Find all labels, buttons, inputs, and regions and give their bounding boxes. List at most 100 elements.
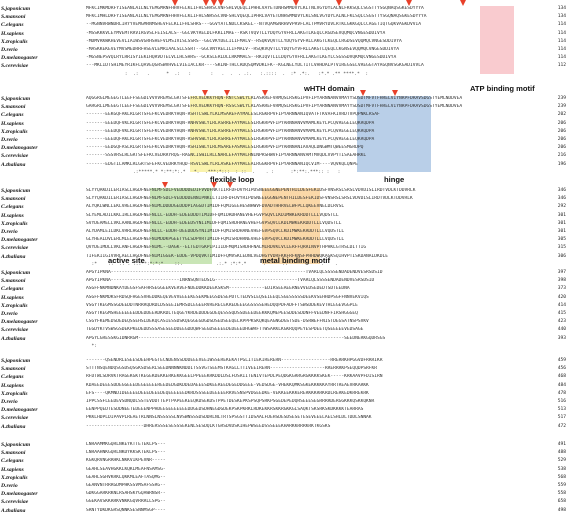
sequence-text: -------EEKGQFAKLRLGRTSFEFKCVEDRKYHQN-RSH…: [86, 112, 380, 118]
alignment-row: A.thaliana TIFEKIIGIVVRLAELLHGDFNEFNIMIGG…: [0, 254, 567, 260]
alignment-row: X.tropicalis -------EEEDQFVKLRLGRTSFEFKCV…: [0, 129, 567, 135]
alignment-row: A.thaliana -------EDGTILAMKLRLGRTSFEFKCVE…: [0, 162, 567, 168]
species-name: D.melanogaster: [1, 237, 38, 244]
species-name: C.elegans: [1, 22, 24, 29]
residue-count: 306: [557, 253, 566, 259]
species-name: D.rerio: [1, 311, 18, 317]
conserved-residue-marker-icon: [360, 90, 366, 96]
residue-count: 301: [557, 229, 566, 234]
residue-count: 517: [557, 415, 566, 421]
alignment-row: S.japonicum SLYYQAKDILERIASLLHGDFNEFNLMFS…: [0, 188, 567, 194]
conserved-residue-marker-icon: [392, 90, 398, 96]
alignment-row: X.tropicalis SVYDEAMELLVKLAANLHGDFNEFNLLL…: [0, 221, 567, 227]
alignment-row: X.tropicalis -MDMVRKWKHEVEVLIAIWSVGRHSHEF…: [0, 39, 567, 45]
sequence-text: GGEKAVSKKRRKVNKKGQVRRRLLSPG--: [86, 499, 166, 505]
sequence-text: -MDMVRKWKHEVEVLIAIWSVGRHSHEFVLMSIVISLSSR…: [86, 38, 402, 44]
residue-count: 239: [557, 104, 566, 110]
alignment-row: D.rerio -------EEEDQFAKLRLGRTSFEFKCVEDRKY…: [0, 137, 567, 143]
residue-count: 206: [557, 145, 566, 151]
species-name: S.cerevisiae: [1, 153, 29, 160]
species-name: D.melanogaster: [1, 491, 38, 498]
residue-count: 468: [557, 374, 566, 380]
residue-count: 488: [557, 450, 566, 456]
sequence-text: AQGGRGLMEGEGTLEEFFSEGDIVVVVREMSLGRTSFEFR…: [86, 96, 463, 101]
alignment-row: A.thaliana APGYLGRESSKGIDNRRGM-----------…: [0, 336, 567, 342]
alignment-row: C.elegans ASGFFNKMNDNKAYDEGSFSAFHRSEGGEEK…: [0, 286, 567, 292]
residue-count: 301: [557, 220, 566, 226]
sequence-text: IPPCSSFLEEDEVSDNQDLSSTEVDDTTEPTPAPEEKEEQ…: [86, 399, 375, 404]
sequence-text: GEAHLSEAVHGKKLKQKLMEAFNSAMSG-: [86, 466, 166, 472]
sequence-text: ALYDAMLEILDKLVRRLHGDFNEFNLLL-EDDH-DEEDDD…: [86, 229, 345, 234]
species-name: D.rerio: [1, 399, 18, 405]
species-name: S.mansoni: [1, 14, 26, 21]
species-name: S.cerevisiae: [1, 63, 29, 70]
alignment-row: S.mansoni MFKCIMHLDRFYISEANLAILNLYEMGMRNF…: [0, 14, 567, 20]
species-name: S.cerevisiae: [1, 327, 29, 334]
species-name: S.cerevisiae: [1, 245, 29, 252]
alignment-row: D.rerio ALYDAMLEILDKLVRRLHGDFNEFNLLL-EDDH…: [0, 229, 567, 235]
residue-count: 568: [557, 474, 566, 480]
sequence-text: ALYQKLWNLLEKLVRELHGDFNEFNIMLDDDDGEDDDPIA…: [86, 204, 345, 210]
residue-count: 558: [557, 491, 566, 497]
residue-count: 415: [557, 311, 566, 316]
sequence-text: -------SSSVRSLRLGRTSFEFKCVEDRRYRQG-RAGNC…: [86, 153, 367, 159]
alignment-row: D.melanogaster CSGYFKEMEDSDEDEQSSEHSLDEKQ…: [0, 319, 567, 325]
alignment-row: S.cerevisiae GGEKAVSKKRRKVNKKGQVRRRLLSPG-…: [0, 499, 567, 505]
alignment-row: D.melanogaster GLYHEALDVLERLMLELHGDFNEFNI…: [0, 237, 567, 243]
residue-count: 456: [557, 366, 566, 372]
sequence-text: ---MKLIDTSHIMEYRIKFLQAVEQGRSWVHVELVIEIAC…: [86, 63, 424, 69]
alignment-row: H.sapiens KDAEEDEEESDDEGGEEEDEGEEEEEREEDE…: [0, 383, 567, 389]
alignment-row: S.cerevisiae ---MKLIDTSHIMEYRIKFLQAVEQGRS…: [0, 63, 567, 69]
conserved-residue-marker-icon: [211, 182, 217, 188]
residue-count: 414: [557, 302, 566, 308]
conservation-line: : .: . * .: : : . . . .:. :.:::: . :* .*…: [86, 71, 369, 77]
species-name: C.elegans: [1, 112, 24, 119]
sequence-text: LNRAAHNKGQRLNKDYKKSKTEKLPS---: [86, 450, 166, 456]
motif-highlight-orange: [262, 188, 320, 264]
residue-count: 498: [557, 507, 566, 513]
species-name: D.rerio: [1, 229, 18, 235]
residue-count: 398: [557, 278, 566, 284]
sequence-text: GEANVNTRRRGDMPHKSSVMSAFSSRG--: [86, 483, 166, 488]
residue-count: 423: [557, 319, 566, 325]
sequence-text: SLYYQAKDILERIASLLHGDFNEFNLMFSDLFVEDDDDED…: [86, 188, 416, 193]
species-name: C.elegans: [1, 374, 24, 381]
residue-count: 114: [557, 55, 566, 61]
sequence-text: -------EEDGQFASLRLGRTSFEFKCVEDRKYHQN-RSH…: [86, 145, 364, 151]
species-name: S.mansoni: [1, 278, 26, 285]
residue-count: 206: [557, 128, 566, 134]
sequence-text: -------EEEDQFVKLRLGRTSFEFKCVEDRKYHQN-RNH…: [86, 120, 375, 126]
alignment-row: D.melanogaster EENPPQEDTESDDNEETEDEEENPPH…: [0, 407, 567, 413]
alignment-row: S.japonicum MFKCIMKMDRFYISEANLAILNLYEMGMR…: [0, 6, 567, 12]
sequence-text: ASGFFNKMDKSFRDSQFHGESVHEDDKEQEVEVVEEEEKE…: [86, 294, 369, 300]
alignment-row: D.rerio GEANVNTRRRGDMPHKSSVMSAFSSRG-- 559: [0, 483, 567, 489]
conserved-residue-marker-icon: [202, 90, 208, 96]
alignment-row: S.mansoni APGYIPKNA----------------------…: [0, 278, 567, 284]
residue-count: 202: [557, 112, 566, 118]
alignment-row: A.thaliana ---------------------DHRERSSSE…: [0, 424, 567, 430]
residue-count: 134: [557, 6, 566, 11]
alignment-row: D.rerio -MASKKEKEVEYMVSMEDRRFHSEVLEMRIAAL…: [0, 47, 567, 53]
residue-count: 315: [557, 245, 566, 251]
sequence-text: -------EEEDQFVKLRLGRTSFEFKCVEDRKYHQN-RNH…: [86, 128, 375, 134]
species-name: S.mansoni: [1, 196, 26, 203]
alignment-row: S.mansoni GARGRLLMEGEGTLEEFFSEGDIVVVVREMS…: [0, 104, 567, 110]
species-name: S.cerevisiae: [1, 499, 29, 506]
alignment-row: C.elegans KGKQRVNGRRHKLNKKVIKPEVNR----- 52…: [0, 458, 567, 464]
species-name: S.mansoni: [1, 450, 26, 457]
residue-count: 538: [557, 466, 566, 472]
sequence-text: ASGYTKEGMSHEEEEEEEDDEDDEERDKRDLTEQGEYKRD…: [86, 311, 358, 316]
sequence-text: STTTNSQENDQSGSDSQSGKSDSERLSEEDNNNNKNDDIT…: [86, 366, 378, 372]
alignment-row: D.melanogaster -MGSNEPSVQLRYLRRISYIEKIHQR…: [0, 55, 567, 61]
conserved-residue-marker-icon: [336, 0, 342, 6]
species-name: H.sapiens: [1, 120, 24, 127]
conserved-residue-marker-icon: [227, 182, 233, 188]
residue-count: 239: [557, 96, 566, 101]
species-name: A.thaliana: [1, 507, 26, 514]
alignment-row: H.sapiens SLYEMLADILKKLIRLLHGDFNEFNLLL-ED…: [0, 213, 567, 219]
species-name: D.rerio: [1, 137, 18, 143]
sequence-text: --MGNNVRWNDRLIRYYVEMGMRNMSHEVFELKLIFHLSH…: [86, 22, 421, 28]
sequence-text: EFS----QKMNDIDEEEEEDEEEDEEEDEQEEEEEEDKRD…: [86, 390, 369, 396]
residue-count: 134: [557, 14, 566, 20]
alignment-row: C.elegans -------EEKGQFAKLRLGRTSFEFKCVEDR…: [0, 112, 567, 118]
